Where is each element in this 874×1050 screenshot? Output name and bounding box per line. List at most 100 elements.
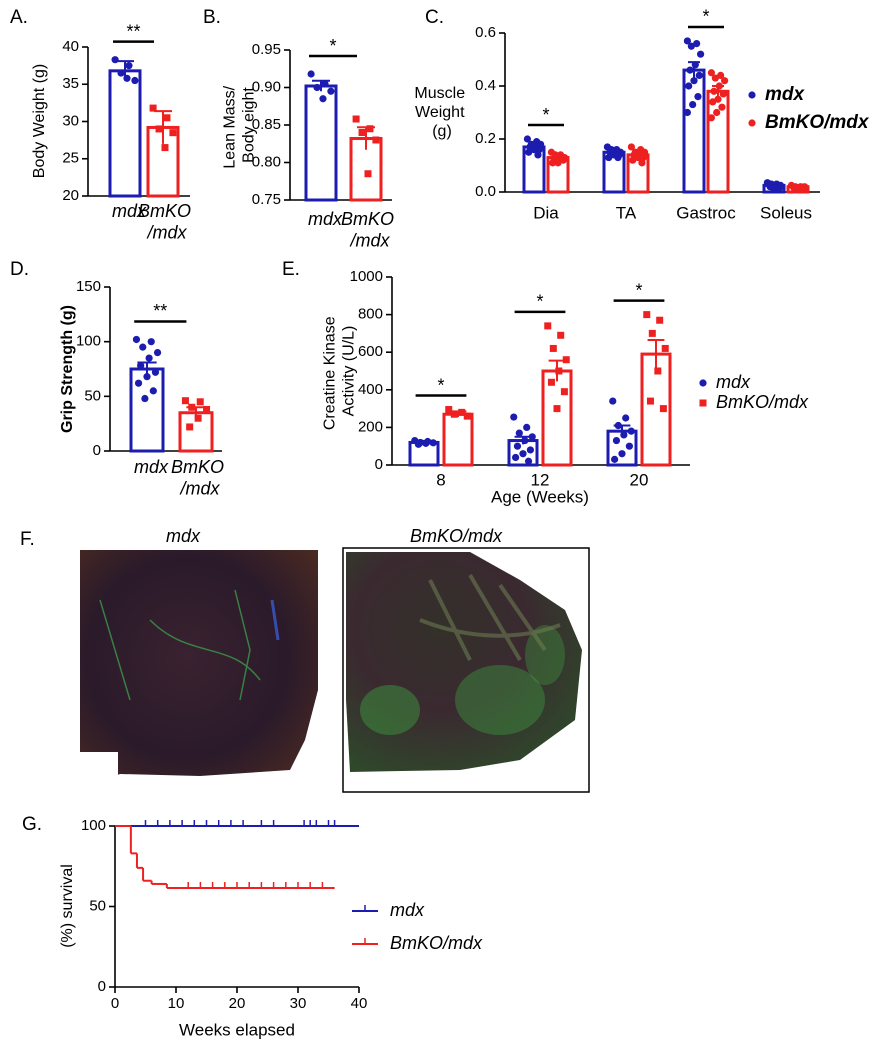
data-point (141, 394, 149, 403)
y-axis-title: Creatine Kinase Activity (U/L) (322, 312, 358, 430)
data-point (194, 414, 202, 422)
data-point (622, 414, 630, 422)
x-tick-label: mdx (308, 209, 343, 229)
data-point (562, 356, 570, 364)
x-axis-title: Weeks elapsed (179, 1020, 295, 1039)
data-point (656, 316, 664, 324)
y-tick-label: 400 (358, 381, 383, 398)
data-point (307, 70, 315, 78)
y-tick-label: 25 (62, 150, 79, 167)
data-point (512, 453, 520, 462)
y-tick-label: 20 (62, 187, 79, 204)
data-point (521, 436, 529, 445)
y-tick-label: 0.80 (252, 153, 281, 170)
data-point (643, 311, 651, 319)
data-point (553, 405, 561, 413)
x-tick-label: mdx (112, 201, 147, 221)
bar (442, 412, 474, 467)
legend-marker (748, 91, 756, 99)
micrograph (342, 547, 590, 793)
y-tick-label: 0.6 (475, 24, 496, 41)
y-tick-label: 35 (62, 75, 79, 92)
data-point (627, 427, 635, 435)
panel-label: E. (282, 259, 300, 280)
data-point (713, 108, 721, 117)
image-label: mdx (166, 526, 201, 546)
x-tick-label: Dia (533, 203, 559, 222)
legend-marker (699, 399, 707, 407)
x-tick-label: 40 (351, 995, 368, 1012)
data-point (463, 412, 471, 420)
legend-marker (748, 119, 756, 127)
data-point (707, 69, 716, 77)
y-axis-title: (%) survival (59, 864, 76, 948)
data-point (450, 410, 458, 418)
legend-label: mdx (390, 900, 425, 920)
data-point (770, 185, 778, 193)
x-tick-label: 12 (531, 470, 550, 489)
data-point (131, 76, 139, 85)
data-point (111, 56, 119, 64)
data-point (327, 87, 335, 95)
x-tick-label: 0 (111, 995, 119, 1012)
data-point (372, 136, 380, 144)
y-tick-label: 1000 (350, 268, 383, 285)
data-point (181, 397, 189, 405)
significance-label: ** (153, 301, 167, 321)
data-point (715, 82, 723, 90)
data-point (683, 108, 692, 117)
panel-label: B. (203, 7, 221, 28)
data-point (547, 378, 555, 386)
x-tick-label: BmKO /mdx (171, 457, 229, 499)
legend-marker (699, 379, 707, 387)
error-bar (647, 338, 665, 369)
data-point (697, 50, 705, 58)
data-point (523, 423, 531, 431)
data-point (125, 62, 133, 70)
data-point (151, 368, 160, 376)
data-point (695, 71, 703, 79)
x-tick-label: TA (616, 203, 637, 222)
panel-label: C. (425, 7, 444, 28)
x-tick-label: 10 (168, 995, 185, 1012)
data-point (605, 153, 613, 162)
data-point (149, 387, 157, 395)
x-tick-label: 8 (436, 470, 445, 489)
data-point (313, 83, 321, 92)
y-tick-label: 200 (358, 418, 383, 435)
y-axis-title: Lean Mass/ Body eight (222, 81, 258, 168)
panel-label: A. (10, 7, 28, 28)
x-tick-label: Soleus (760, 203, 812, 222)
y-tick-label: 40 (62, 38, 79, 55)
data-point (513, 442, 522, 450)
data-point (694, 93, 702, 101)
significance-label: * (635, 280, 642, 300)
y-tick-label: 0.4 (475, 77, 496, 94)
panel-label: F. (20, 529, 35, 550)
data-point (169, 129, 177, 137)
y-tick-label: 600 (358, 343, 383, 360)
data-point (721, 77, 729, 85)
data-point (646, 397, 654, 405)
data-point (510, 413, 518, 421)
x-tick-label: 20 (630, 470, 649, 489)
data-point (709, 98, 717, 106)
micrograph-panel: F. mdx BmKO/mdx (20, 526, 590, 793)
y-axis-title: Grip Strength (g) (59, 305, 76, 433)
data-point (458, 408, 466, 416)
data-point (524, 457, 533, 465)
data-point (429, 439, 437, 447)
data-point (319, 95, 327, 103)
data-point (618, 450, 626, 458)
data-point (123, 74, 131, 82)
data-point (515, 429, 523, 437)
data-point (366, 125, 374, 133)
legend-label: mdx (716, 372, 751, 392)
significance-label: * (329, 36, 336, 56)
significance-label: * (702, 7, 709, 27)
data-point (691, 61, 699, 69)
y-tick-label: 50 (84, 387, 101, 404)
legend-label: BmKO/mdx (716, 392, 809, 412)
data-point (612, 436, 621, 445)
